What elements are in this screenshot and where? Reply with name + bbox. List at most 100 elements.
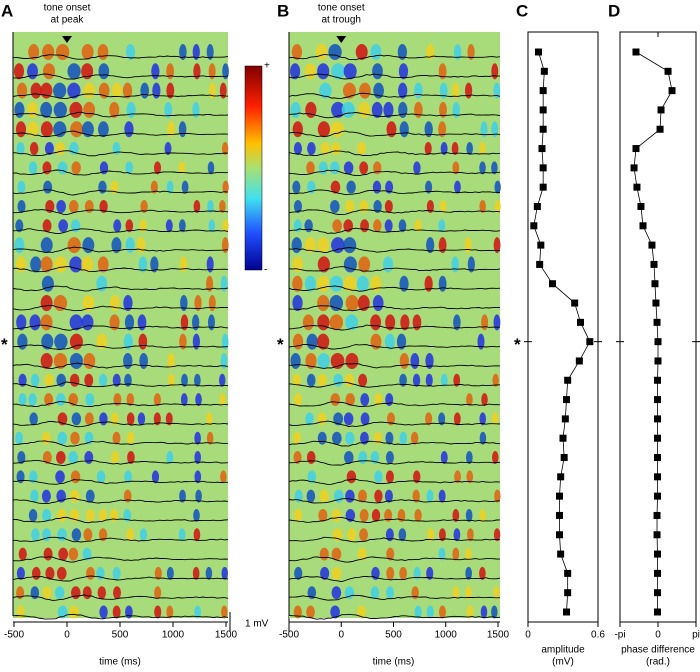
heatmap-blob <box>206 44 214 60</box>
heatmap-blob <box>294 566 303 580</box>
lfp-trace <box>12 343 229 351</box>
heatmap-blob <box>71 161 81 175</box>
heatmap-blob <box>97 44 109 60</box>
heatmap-blob <box>493 528 501 542</box>
heatmap-blob <box>292 333 304 350</box>
heatmap-blob <box>317 295 330 312</box>
heatmap-blob <box>491 412 499 426</box>
heatmap-blob <box>126 393 135 407</box>
heatmap-blob <box>439 82 448 99</box>
heatmap-blob <box>153 393 161 407</box>
heatmap-blob <box>398 101 408 118</box>
heatmap-blob <box>124 373 132 387</box>
heatmap-blob <box>306 605 315 619</box>
heatmap-blob <box>438 219 446 233</box>
heatmap-blob <box>55 44 70 60</box>
heatmap-blob <box>491 161 498 175</box>
heatmap-blob <box>304 237 316 254</box>
heatmap-blob <box>96 470 106 484</box>
lfp-trace <box>12 362 229 370</box>
heatmap-blob <box>112 431 121 445</box>
lfp-trace <box>288 209 501 215</box>
heatmap-blob <box>178 219 186 233</box>
heatmap-blob <box>493 82 501 99</box>
data-point <box>650 260 658 268</box>
heatmap-blob <box>371 101 383 118</box>
heatmap-blob <box>317 63 330 80</box>
heatmap-blob <box>40 352 53 369</box>
heatmap-blob <box>31 528 40 542</box>
heatmap-blob <box>440 451 448 465</box>
heatmap-blob <box>42 63 56 80</box>
lfp-trace <box>12 189 229 196</box>
heatmap-blob <box>493 586 500 600</box>
lfp-trace <box>288 169 501 177</box>
data-point <box>577 318 584 326</box>
heatmap-blob <box>139 528 148 542</box>
heatmap-blob <box>317 121 330 138</box>
x-tick-label: -500 <box>279 630 299 641</box>
heatmap-blob <box>424 142 432 156</box>
lfp-trace <box>288 613 501 620</box>
heatmap-blob <box>221 237 229 254</box>
heatmap-blob <box>330 142 341 156</box>
heatmap-blob <box>330 121 344 138</box>
data-point <box>556 492 563 500</box>
heatmap-blob <box>28 508 38 522</box>
heatmap-blob <box>360 412 370 426</box>
heatmap-blob <box>399 275 409 292</box>
heatmap-blob <box>69 101 83 118</box>
heatmap-blob <box>42 44 55 60</box>
heatmap-blob <box>331 431 342 445</box>
lfp-trace <box>12 150 229 157</box>
heatmap-blob <box>370 586 380 600</box>
heatmap-blob <box>319 82 332 99</box>
heatmap-blob <box>372 63 383 80</box>
data-point <box>539 125 547 133</box>
heatmap-blob <box>42 586 52 600</box>
lfp-trace <box>12 73 229 80</box>
heatmap-blob <box>27 63 38 80</box>
heatmap-blob <box>477 333 485 350</box>
data-point <box>654 550 662 558</box>
heatmap-blob <box>292 121 303 138</box>
data-point <box>533 202 541 210</box>
heatmap-blob <box>221 333 229 350</box>
heatmap-blob <box>138 333 148 350</box>
heatmap-blob <box>318 508 328 522</box>
data-point <box>557 550 565 558</box>
heatmap-blob <box>307 470 317 484</box>
heatmap-blob <box>453 373 461 387</box>
heatmap-blob <box>29 314 41 331</box>
heatmap-blob <box>71 586 81 600</box>
heatmap-blob <box>317 431 327 445</box>
heatmap-blob <box>465 508 473 522</box>
heatmap-blob <box>439 605 446 619</box>
x-tick-label: 500 <box>385 630 402 641</box>
heatmap-blob <box>359 431 369 445</box>
heatmap-blob <box>58 547 69 561</box>
heatmap-blob <box>304 219 313 233</box>
lfp-trace <box>13 209 229 216</box>
heatmap-blob <box>193 63 201 80</box>
heatmap-blob <box>466 393 473 407</box>
heatmap-blob <box>454 180 461 194</box>
data-point <box>563 396 570 404</box>
heatmap-blob <box>99 412 108 426</box>
data-point <box>575 357 583 365</box>
heatmap-blob <box>371 508 381 522</box>
heatmap-blob <box>384 199 393 213</box>
data-point <box>654 473 662 481</box>
data-point <box>654 376 662 384</box>
heatmap-blob <box>398 63 409 80</box>
heatmap-blob <box>305 352 317 369</box>
heatmap-blob <box>465 547 472 561</box>
heatmap-blob <box>30 586 40 600</box>
heatmap-blob <box>329 275 343 292</box>
heatmap-blob <box>358 451 368 465</box>
heatmap-blob <box>140 199 148 213</box>
heatmap-blob <box>180 314 189 331</box>
lfp-trace <box>13 130 229 138</box>
heatmap-blob <box>16 586 25 600</box>
heatmap-blob <box>343 256 357 273</box>
